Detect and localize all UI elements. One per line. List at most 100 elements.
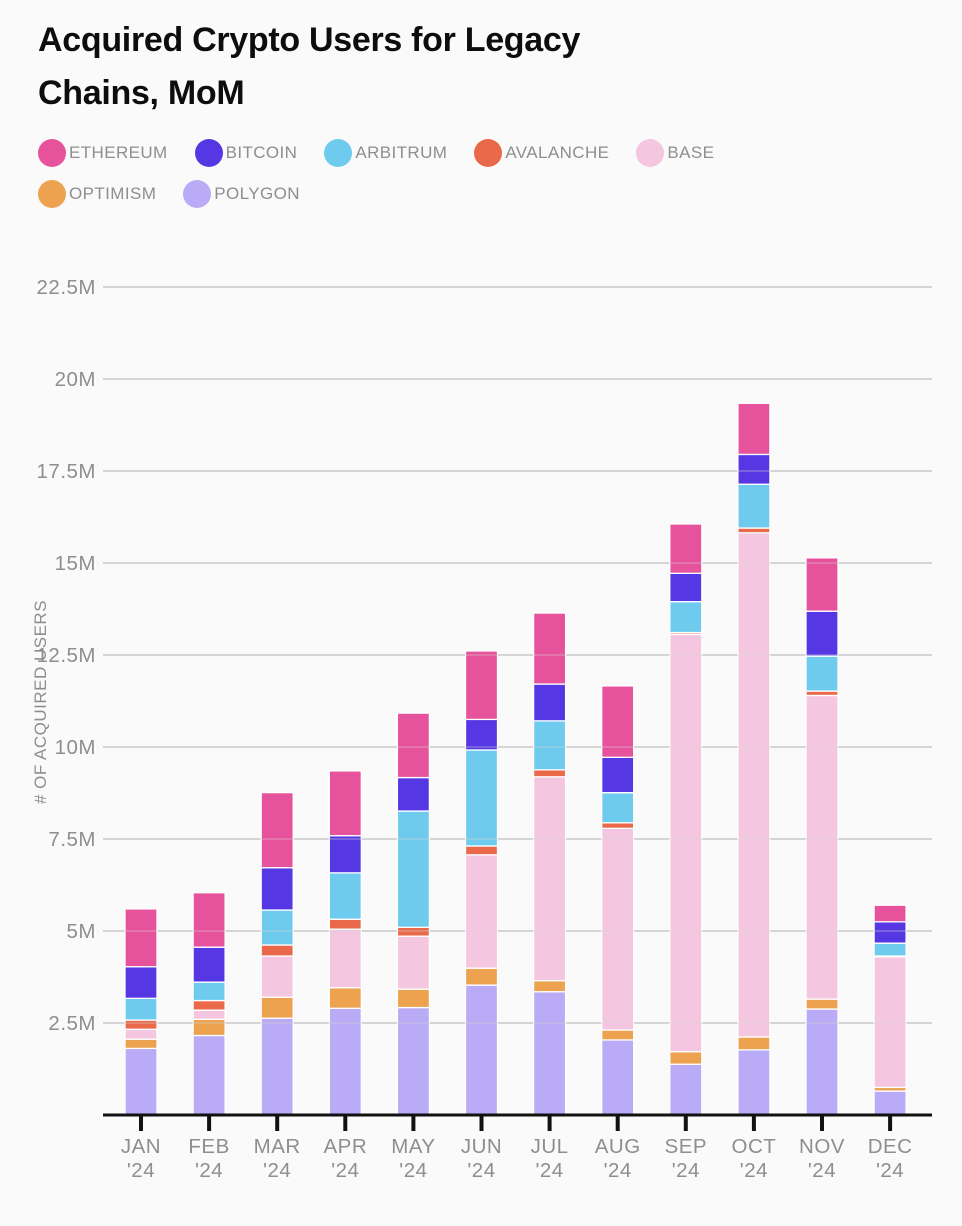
bar-segment-arbitrum[interactable]	[669, 600, 703, 634]
bar-segment-arbitrum[interactable]	[328, 872, 362, 920]
bar-segment-polygon[interactable]	[532, 991, 567, 1116]
bar-segment-avalanche[interactable]	[737, 527, 771, 534]
x-tick-label-year: '24	[535, 1159, 563, 1182]
bar-segment-avalanche[interactable]	[805, 690, 839, 697]
bar-segment-base[interactable]	[601, 827, 635, 1031]
bar-segment-polygon[interactable]	[124, 1047, 158, 1116]
bar-segment-base[interactable]	[192, 1009, 226, 1020]
bar-segment-ethereum[interactable]	[192, 892, 226, 948]
bar-segment-optimism[interactable]	[669, 1051, 703, 1065]
bar-segment-bitcoin[interactable]	[601, 756, 635, 794]
x-tick-label-year: '24	[331, 1159, 359, 1182]
bar-segment-bitcoin[interactable]	[669, 572, 703, 603]
bar-segment-ethereum[interactable]	[737, 402, 771, 456]
bar-segment-optimism[interactable]	[192, 1018, 226, 1037]
bar-segment-optimism[interactable]	[601, 1029, 635, 1041]
bar-segment-ethereum[interactable]	[260, 791, 294, 869]
bar-segment-arbitrum[interactable]	[260, 909, 294, 946]
bar-segment-avalanche[interactable]	[192, 999, 226, 1011]
bar-segment-ethereum[interactable]	[873, 904, 907, 923]
bar-segment-arbitrum[interactable]	[601, 791, 635, 824]
legend-label: BITCOIN	[225, 143, 298, 162]
bar-segment-bitcoin[interactable]	[805, 610, 839, 657]
bar-segment-avalanche[interactable]	[532, 769, 567, 778]
bar-segment-ethereum[interactable]	[805, 557, 839, 612]
legend-item-polygon[interactable]: POLYGON	[183, 180, 300, 208]
bar-segment-bitcoin[interactable]	[396, 776, 431, 812]
bar-segment-bitcoin[interactable]	[260, 867, 294, 911]
bar-segment-arbitrum[interactable]	[805, 655, 839, 692]
bar-segment-optimism[interactable]	[396, 988, 431, 1009]
legend-label: AVALANCHE	[505, 143, 610, 162]
bar-segment-arbitrum[interactable]	[532, 720, 567, 771]
bar-segment-bitcoin[interactable]	[124, 966, 158, 999]
x-tick-label-month: JAN	[121, 1135, 161, 1158]
bar-segment-bitcoin[interactable]	[328, 835, 362, 874]
ethereum-swatch-icon	[38, 139, 66, 167]
legend-item-ethereum[interactable]: ETHEREUM	[38, 139, 168, 167]
bar-segment-avalanche[interactable]	[260, 944, 294, 957]
bar-segment-avalanche[interactable]	[601, 822, 635, 829]
legend-item-base[interactable]: BASE	[636, 139, 714, 167]
bar-segment-base[interactable]	[260, 955, 294, 998]
legend-label: ARBITRUM	[355, 143, 448, 162]
x-tick-label-month: DEC	[868, 1135, 913, 1158]
bar-segment-polygon[interactable]	[737, 1049, 771, 1116]
bar-segment-arbitrum[interactable]	[192, 981, 226, 1002]
bar-segment-arbitrum[interactable]	[737, 483, 771, 529]
bar-segment-optimism[interactable]	[260, 996, 294, 1019]
bar-segment-base[interactable]	[396, 935, 431, 990]
bar-segment-optimism[interactable]	[532, 980, 567, 993]
bar-segment-base[interactable]	[464, 854, 499, 969]
bar-segment-bitcoin[interactable]	[873, 921, 907, 944]
bar-segment-base[interactable]	[737, 532, 771, 1038]
bar-segment-polygon[interactable]	[873, 1090, 907, 1116]
bar-segment-arbitrum[interactable]	[396, 810, 431, 928]
bar-segment-base[interactable]	[873, 956, 907, 1089]
bar-segment-base[interactable]	[124, 1028, 158, 1040]
bar-segment-ethereum[interactable]	[328, 770, 362, 837]
bar-segment-optimism[interactable]	[464, 967, 499, 986]
bar-segment-optimism[interactable]	[328, 987, 362, 1009]
bar-segment-polygon[interactable]	[328, 1007, 362, 1116]
bar-segment-arbitrum[interactable]	[873, 942, 907, 957]
bar-segment-base[interactable]	[669, 633, 703, 1053]
bar-segment-polygon[interactable]	[464, 984, 499, 1116]
bar-segment-optimism[interactable]	[805, 998, 839, 1010]
bar-segment-avalanche[interactable]	[464, 845, 499, 856]
bar-segment-ethereum[interactable]	[396, 712, 431, 779]
bar-segment-base[interactable]	[805, 694, 839, 1000]
bar-segment-ethereum[interactable]	[601, 685, 635, 758]
bar-segment-optimism[interactable]	[737, 1036, 771, 1051]
bar-segment-polygon[interactable]	[805, 1008, 839, 1116]
bar-segment-optimism[interactable]	[124, 1038, 158, 1050]
bar-segment-ethereum[interactable]	[124, 908, 158, 968]
bar-segment-polygon[interactable]	[669, 1063, 703, 1116]
y-tick-label: 17.5M	[37, 460, 96, 483]
bar-segment-polygon[interactable]	[192, 1034, 226, 1116]
bar-segment-bitcoin[interactable]	[464, 718, 499, 751]
y-tick-label: 10M	[55, 736, 96, 759]
bar-segment-bitcoin[interactable]	[192, 946, 226, 983]
bar-segment-bitcoin[interactable]	[737, 453, 771, 485]
bar-segment-ethereum[interactable]	[532, 612, 567, 685]
bar-segment-polygon[interactable]	[601, 1039, 635, 1116]
bar-segment-ethereum[interactable]	[669, 523, 703, 574]
bar-segment-bitcoin[interactable]	[532, 683, 567, 722]
bar-segment-polygon[interactable]	[260, 1017, 294, 1116]
x-tick-label-month: OCT	[732, 1135, 777, 1158]
bar-segment-ethereum[interactable]	[464, 650, 499, 721]
bar-segment-avalanche[interactable]	[328, 918, 362, 930]
bar-segment-arbitrum[interactable]	[464, 749, 499, 847]
bar-segment-base[interactable]	[532, 776, 567, 982]
legend-item-avalanche[interactable]: AVALANCHE	[474, 139, 609, 167]
x-tick-label-month: MAY	[391, 1135, 435, 1158]
bar-segment-base[interactable]	[328, 928, 362, 989]
chart-title: Acquired Crypto Users for Legacy Chains,…	[38, 21, 581, 112]
legend-item-optimism[interactable]: OPTIMISM	[38, 180, 156, 208]
legend-item-bitcoin[interactable]: BITCOIN	[194, 139, 298, 167]
x-tick-label-year: '24	[127, 1159, 155, 1182]
bar-segment-arbitrum[interactable]	[124, 997, 158, 1021]
legend-item-arbitrum[interactable]: ARBITRUM	[324, 139, 447, 167]
bar-segment-avalanche[interactable]	[124, 1019, 158, 1030]
